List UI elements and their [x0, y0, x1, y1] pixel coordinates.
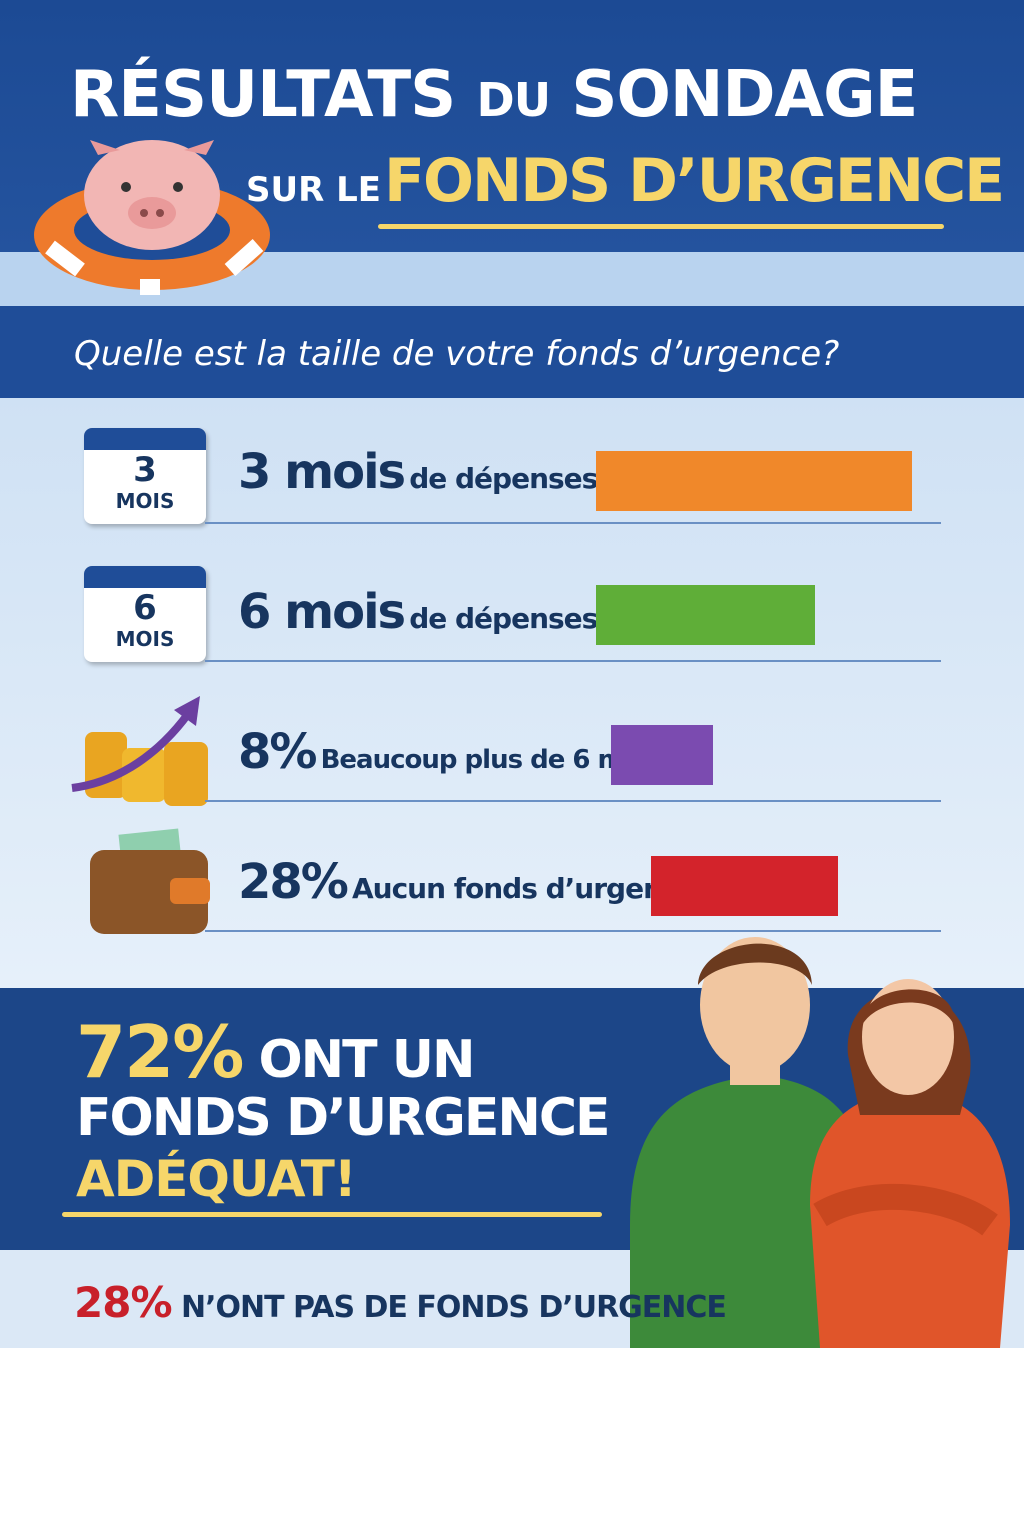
calendar-number: 6 [133, 588, 157, 628]
footer-text: N’ONT PAS DE FONDS D’URGENCE [180, 1290, 727, 1325]
row: 6 mois de dépenses [238, 584, 598, 640]
footer: 28% N’ONT PAS DE FONDS D’URGENCE [74, 1278, 727, 1327]
row-label: Beaucoup plus de 6 mois [320, 745, 664, 775]
row-value: 28% [238, 854, 349, 910]
row-value: 8% [238, 724, 317, 780]
coins-icon [71, 696, 208, 806]
subtitle-highlight: FONDS D’URGENCE [384, 146, 1005, 216]
summary-highlight: ADÉQUAT! [76, 1150, 357, 1208]
row: 3 mois de dépenses [238, 444, 598, 500]
bar [611, 725, 713, 785]
row: 8% Beaucoup plus de 6 mois [238, 724, 664, 780]
question: Quelle est la taille de votre fonds d’ur… [74, 334, 840, 374]
summary-percent: 72% [76, 1010, 244, 1094]
underline [378, 224, 944, 229]
row-divider [205, 660, 941, 662]
calendar-unit: MOIS [115, 489, 175, 513]
footer-percent: 28% [74, 1278, 173, 1327]
calendar-icon: 3 MOIS [84, 428, 206, 524]
underline [62, 1212, 602, 1217]
calendar-number: 3 [133, 450, 157, 490]
summary-text: FONDS D’URGENCE [76, 1088, 611, 1148]
row-divider [205, 800, 941, 802]
summary-headline: 72% ONT UN [76, 1010, 476, 1094]
title-part: RÉSULTATS [70, 58, 456, 132]
row-label: de dépenses [409, 462, 598, 495]
row-divider [205, 522, 941, 524]
row-divider [205, 930, 941, 932]
wallet-icon [90, 828, 210, 934]
row-value: 3 mois [238, 444, 406, 500]
summary-text: ONT UN [258, 1030, 475, 1090]
bar [596, 585, 815, 645]
row-label: Aucun fonds d’urgence [351, 872, 697, 905]
calendar-icon: 6 MOIS [84, 566, 206, 662]
row: 28% Aucun fonds d’urgence [238, 854, 697, 910]
bar [596, 451, 912, 511]
row-value: 6 mois [238, 584, 406, 640]
title-part: DU [476, 73, 552, 127]
question-band [0, 306, 1024, 398]
title: RÉSULTATS DU SONDAGE [70, 58, 918, 132]
calendar-unit: MOIS [115, 627, 175, 651]
title-part: SONDAGE [571, 58, 918, 132]
row-label: de dépenses [409, 602, 598, 635]
bar [651, 856, 838, 916]
people-illustration [630, 937, 1010, 1348]
piggy-icon [34, 140, 270, 295]
subtitle: SUR LE [246, 170, 382, 210]
